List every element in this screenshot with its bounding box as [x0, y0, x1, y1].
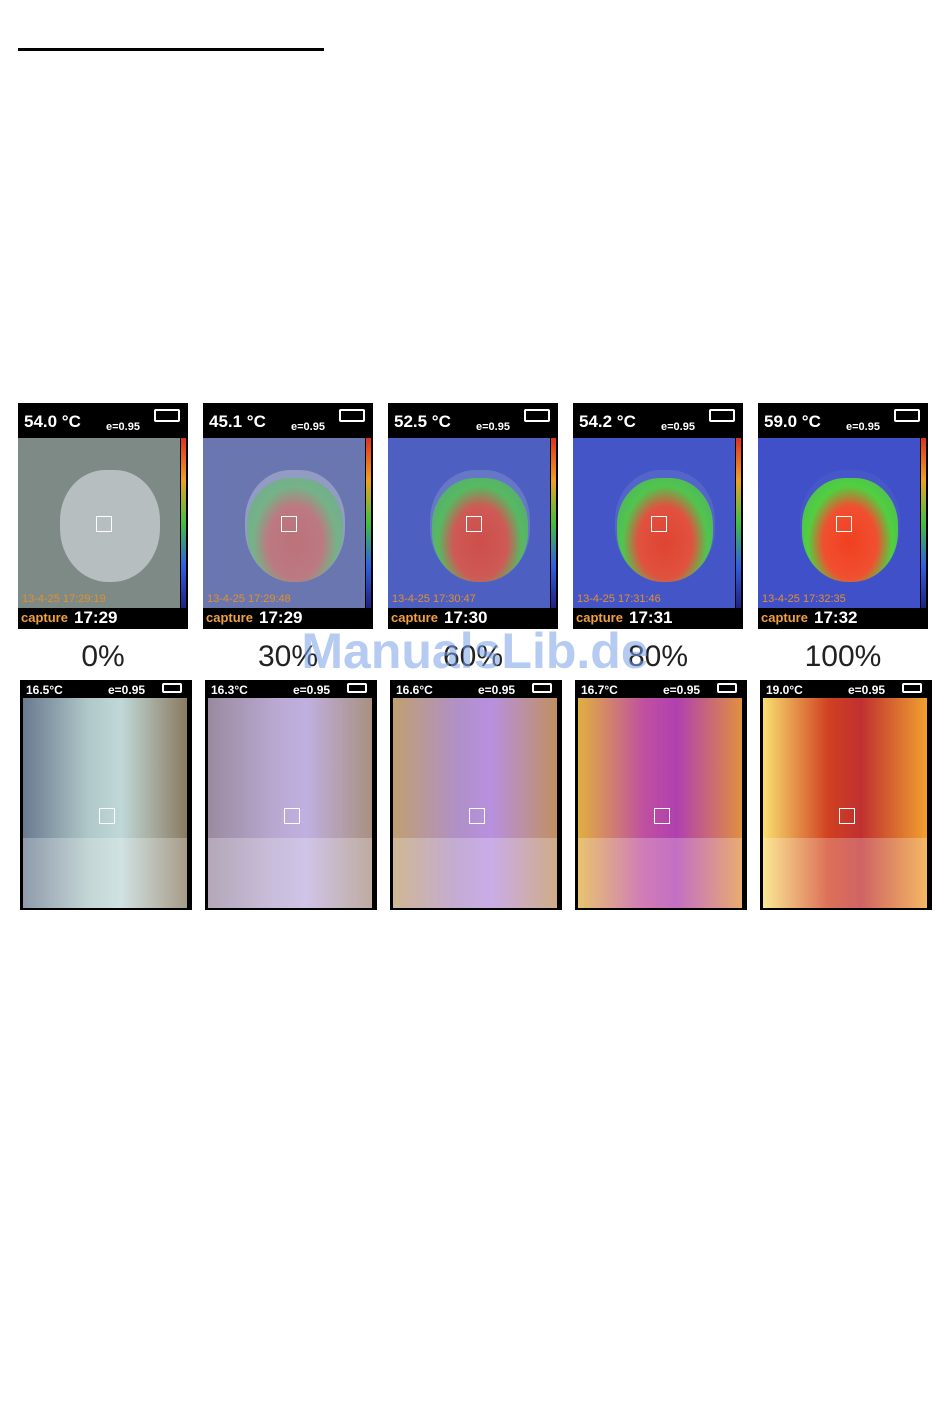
battery-icon — [347, 683, 367, 693]
warehouse-panel: 16.5°C e=0.95 — [20, 680, 192, 910]
floor — [23, 838, 187, 908]
thermal-panel: 45.1 °C e=0.95 13-4-25 17:29:48 capture 17:2… — [203, 403, 373, 629]
heat-blob — [617, 478, 713, 582]
crosshair — [466, 516, 482, 532]
temperature: 16.6°C — [396, 683, 433, 697]
emissivity: e=0.95 — [291, 421, 325, 433]
temperature: 52.5 °C — [394, 412, 451, 431]
thermal-image — [23, 698, 187, 908]
thermal-image — [393, 698, 557, 908]
temperature: 16.5°C — [26, 683, 63, 697]
temperature: 16.3°C — [211, 683, 248, 697]
blend-label: 0% — [81, 640, 125, 673]
temperature: 54.2 °C — [579, 412, 636, 431]
mug — [60, 470, 160, 582]
floor — [393, 838, 557, 908]
temperature: 54.0 °C — [24, 412, 81, 431]
blend-label: 80% — [627, 640, 689, 673]
thermal-panel: 54.0 °C e=0.95 13-4-25 17:29:19 capture 17:2… — [18, 403, 188, 629]
crosshair — [99, 808, 115, 824]
temperature: 19.0°C — [766, 683, 803, 697]
mug — [245, 470, 345, 582]
thermal-image — [18, 438, 180, 608]
crosshair — [839, 808, 855, 824]
thermal-image — [763, 698, 927, 908]
crosshair — [654, 808, 670, 824]
emissivity: e=0.95 — [476, 421, 510, 433]
capture-time: 17:30 — [444, 608, 488, 627]
battery-icon — [154, 409, 180, 422]
battery-icon — [532, 683, 552, 693]
heading-rule — [18, 48, 324, 51]
timestamp: 13-4-25 17:30:47 — [392, 593, 476, 605]
color-bar — [551, 438, 556, 608]
thermal-image — [388, 438, 550, 608]
temperature: 45.1 °C — [209, 412, 266, 431]
temperature: 59.0 °C — [764, 412, 821, 431]
emissivity: e=0.95 — [106, 421, 140, 433]
floor — [763, 838, 927, 908]
heat-blob — [432, 478, 528, 582]
capture-time: 17:32 — [814, 608, 858, 627]
emissivity: e=0.95 — [478, 683, 516, 697]
battery-icon — [902, 683, 922, 693]
capture-time: 17:29 — [259, 608, 303, 627]
temperature: 16.7°C — [581, 683, 618, 697]
color-bar — [181, 438, 186, 608]
timestamp: 13-4-25 17:31:46 — [577, 593, 661, 605]
warehouse-panel: 16.3°C e=0.95 — [205, 680, 377, 910]
thermal-panel: 54.2 °C e=0.95 13-4-25 17:31:46 capture 17:3… — [573, 403, 743, 629]
blend-label: 60% — [442, 640, 504, 673]
capture-label: capture — [576, 610, 623, 625]
crosshair — [651, 516, 667, 532]
warehouse-panel: 16.6°C e=0.95 — [390, 680, 562, 910]
capture-label: capture — [21, 610, 68, 625]
crosshair — [284, 808, 300, 824]
watermark: ManualsLib.de — [301, 623, 649, 679]
timestamp: 13-4-25 17:32:35 — [762, 593, 846, 605]
thermal-image — [203, 438, 365, 608]
capture-time: 17:29 — [74, 608, 118, 627]
emissivity: e=0.95 — [846, 421, 880, 433]
emissivity: e=0.95 — [848, 683, 886, 697]
warehouse-panel: 19.0°C e=0.95 — [760, 680, 932, 910]
emissivity: e=0.95 — [661, 421, 695, 433]
thermal-image — [578, 698, 742, 908]
color-bar — [736, 438, 741, 608]
battery-icon — [709, 409, 735, 422]
blend-label: 30% — [257, 640, 319, 673]
thermal-image — [208, 698, 372, 908]
color-bar — [921, 438, 926, 608]
thermal-image — [573, 438, 735, 608]
thermal-panel: 59.0 °C e=0.95 13-4-25 17:32:35 capture 17:3… — [758, 403, 928, 629]
battery-icon — [162, 683, 182, 693]
heat-blob — [247, 478, 343, 582]
battery-icon — [339, 409, 365, 422]
timestamp: 13-4-25 17:29:48 — [207, 593, 291, 605]
warehouse-panel: 16.7°C e=0.95 — [575, 680, 747, 910]
battery-icon — [524, 409, 550, 422]
heat-blob — [802, 478, 898, 582]
crosshair — [281, 516, 297, 532]
crosshair — [96, 516, 112, 532]
battery-icon — [717, 683, 737, 693]
blend-label: 100% — [804, 640, 882, 673]
emissivity: e=0.95 — [293, 683, 331, 697]
crosshair — [469, 808, 485, 824]
color-bar — [366, 438, 371, 608]
capture-label: capture — [206, 610, 253, 625]
thermal-image — [758, 438, 920, 608]
floor — [208, 838, 372, 908]
emissivity: e=0.95 — [108, 683, 146, 697]
crosshair — [836, 516, 852, 532]
battery-icon — [894, 409, 920, 422]
capture-label: capture — [761, 610, 808, 625]
capture-label: capture — [391, 610, 438, 625]
thermal-panel: 52.5 °C e=0.95 13-4-25 17:30:47 capture 17:3… — [388, 403, 558, 629]
floor — [578, 838, 742, 908]
capture-time: 17:31 — [629, 608, 673, 627]
timestamp: 13-4-25 17:29:19 — [22, 593, 106, 605]
emissivity: e=0.95 — [663, 683, 701, 697]
